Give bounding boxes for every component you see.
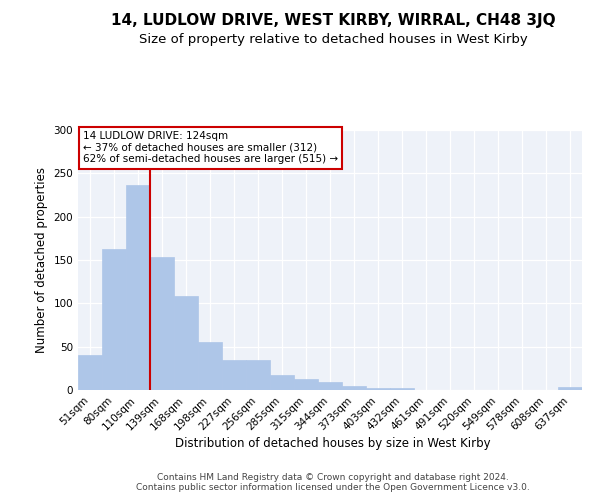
- Bar: [198, 342, 222, 390]
- Text: Size of property relative to detached houses in West Kirby: Size of property relative to detached ho…: [139, 32, 527, 46]
- Bar: [222, 360, 246, 390]
- Bar: [558, 386, 582, 390]
- Bar: [126, 184, 150, 390]
- Text: Contains public sector information licensed under the Open Government Licence v3: Contains public sector information licen…: [136, 484, 530, 492]
- Bar: [342, 386, 366, 390]
- Bar: [366, 388, 390, 390]
- Bar: [390, 388, 414, 390]
- Text: 14 LUDLOW DRIVE: 124sqm
← 37% of detached houses are smaller (312)
62% of semi-d: 14 LUDLOW DRIVE: 124sqm ← 37% of detache…: [83, 132, 338, 164]
- Bar: [78, 356, 102, 390]
- Bar: [102, 248, 126, 390]
- Bar: [174, 296, 198, 390]
- Bar: [294, 378, 318, 390]
- Bar: [318, 382, 342, 390]
- Text: 14, LUDLOW DRIVE, WEST KIRBY, WIRRAL, CH48 3JQ: 14, LUDLOW DRIVE, WEST KIRBY, WIRRAL, CH…: [110, 12, 556, 28]
- Y-axis label: Number of detached properties: Number of detached properties: [35, 167, 48, 353]
- Bar: [150, 258, 174, 390]
- Bar: [270, 376, 294, 390]
- Bar: [246, 360, 270, 390]
- Text: Contains HM Land Registry data © Crown copyright and database right 2024.: Contains HM Land Registry data © Crown c…: [157, 472, 509, 482]
- Text: Distribution of detached houses by size in West Kirby: Distribution of detached houses by size …: [175, 438, 491, 450]
